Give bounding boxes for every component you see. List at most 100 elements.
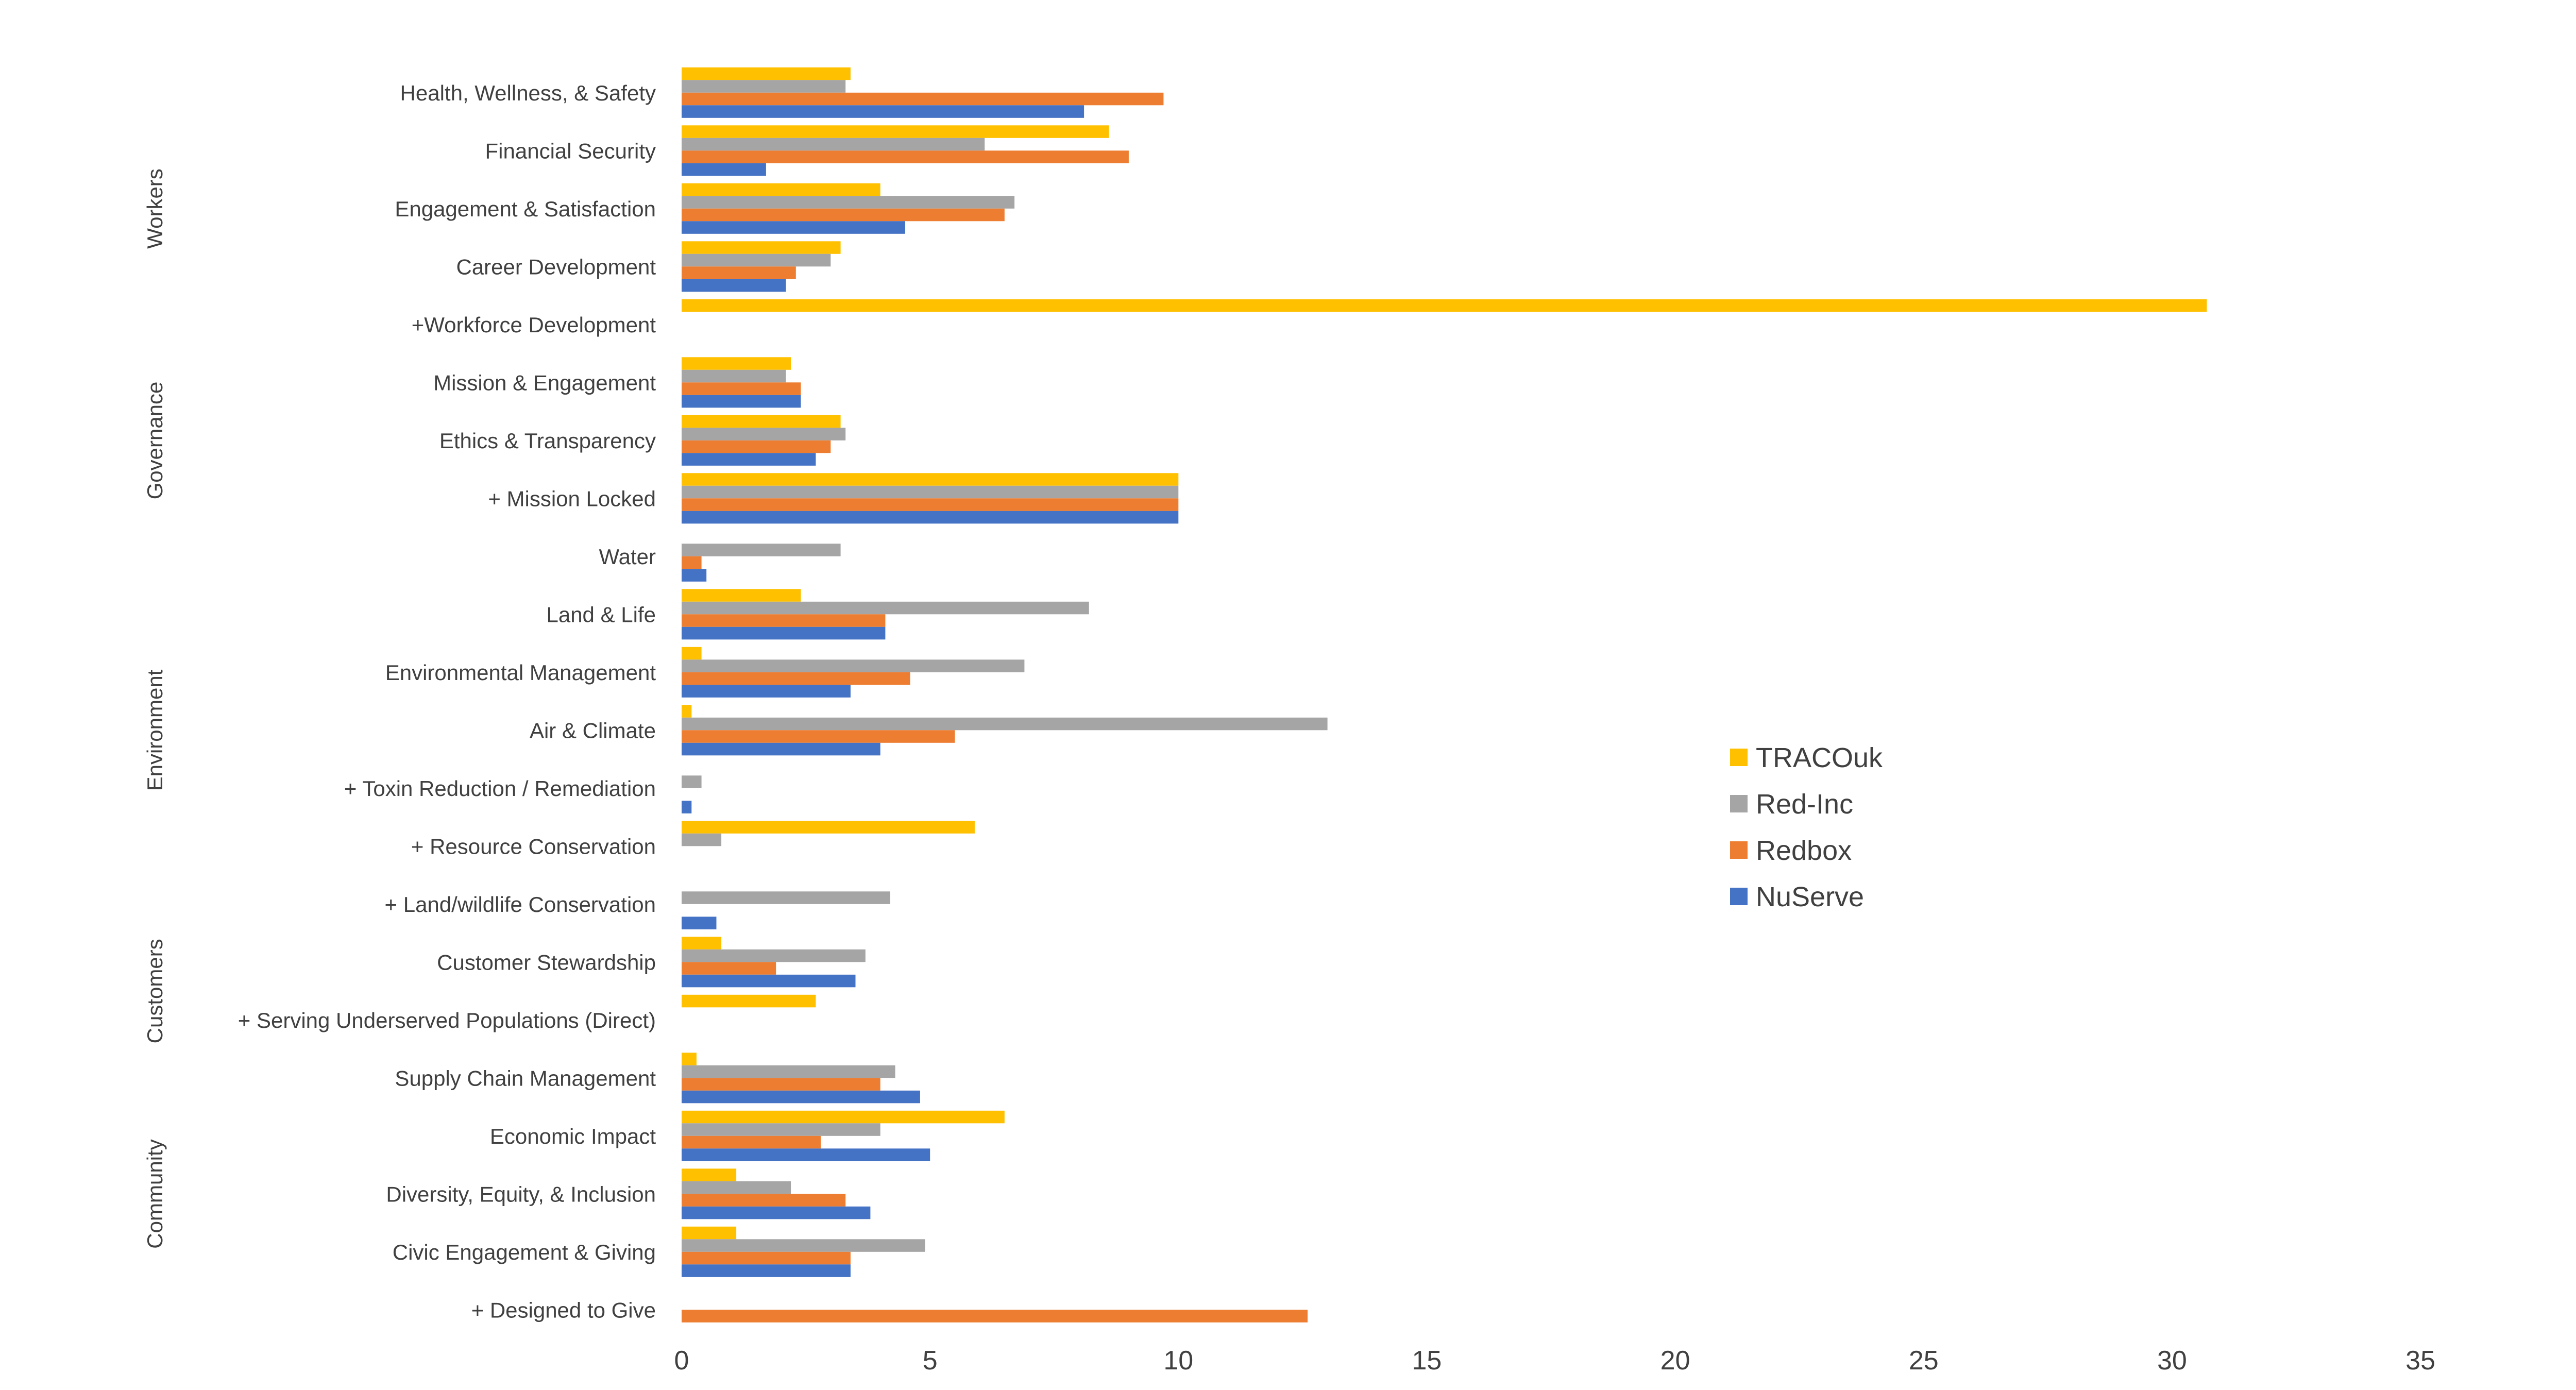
bar-redbox-civic-engagement-giving — [682, 1251, 851, 1265]
category-label: +Workforce Development — [412, 313, 656, 337]
legend-swatch-red-inc — [1730, 795, 1748, 812]
bar-tracouk-economic-impact — [682, 1110, 1005, 1124]
bar-nuserve-economic-impact — [682, 1148, 930, 1161]
bar-tracouk-environmental-management — [682, 647, 702, 660]
bar-nuserve-engagement-satisfaction — [682, 221, 905, 234]
bar-tracouk-supply-chain-management — [682, 1053, 697, 1065]
bar-redbox-supply-chain-management — [682, 1078, 880, 1091]
bar-tracouk-diversity-equity-inclusion — [682, 1168, 737, 1181]
bar-red-inc-mission-locked — [682, 485, 1179, 499]
category-label: Career Development — [456, 255, 656, 279]
x-tick-label: 10 — [1163, 1346, 1193, 1376]
bar-red-inc-financial-security — [682, 138, 985, 151]
bar-redbox-career-development — [682, 266, 796, 279]
group-label-community: Community — [143, 1139, 167, 1248]
bar-redbox-customer-stewardship — [682, 962, 776, 975]
bar-tracouk-resource-conservation — [682, 821, 975, 834]
bar-red-inc-air-climate — [682, 717, 1328, 731]
group-labels: Workers Governance Environment Customers Com… — [143, 168, 167, 1248]
category-label: Mission & Engagement — [433, 371, 656, 395]
x-tick-label: 20 — [1660, 1346, 1690, 1376]
legend-swatch-nuserve — [1730, 888, 1748, 905]
bar-nuserve-toxin-reduction-remediation — [682, 801, 692, 813]
category-label: Customer Stewardship — [437, 951, 656, 975]
category-label: + Serving Underserved Populations (Direc… — [238, 1008, 656, 1032]
x-tick-label: 25 — [1909, 1346, 1939, 1376]
bar-redbox-designed-to-give — [682, 1310, 1308, 1323]
x-tick-label: 15 — [1412, 1346, 1442, 1376]
bar-red-inc-environmental-management — [682, 659, 1025, 672]
x-tick-label: 0 — [674, 1346, 689, 1376]
category-label: Ethics & Transparency — [439, 429, 656, 453]
bar-red-inc-career-development — [682, 253, 831, 267]
bar-red-inc-economic-impact — [682, 1123, 880, 1136]
bar-redbox-health-wellness-safety — [682, 92, 1164, 106]
bar-nuserve-environmental-management — [682, 685, 851, 698]
group-label-environment: Environment — [143, 669, 167, 791]
bar-redbox-economic-impact — [682, 1135, 821, 1149]
bar-redbox-engagement-satisfaction — [682, 208, 1005, 222]
bar-red-inc-water — [682, 544, 841, 556]
legend-label-redbox: Redbox — [1756, 835, 1852, 866]
bar-tracouk-ethics-transparency — [682, 415, 841, 428]
category-labels: Health, Wellness, & Safety Financial Secu… — [238, 81, 656, 1323]
group-label-workers: Workers — [143, 168, 167, 249]
bar-tracouk-land-life — [682, 589, 801, 602]
bar-tracouk-air-climate — [682, 705, 692, 718]
bar-nuserve-supply-chain-management — [682, 1090, 920, 1104]
bar-tracouk-civic-engagement-giving — [682, 1226, 737, 1240]
category-label: + Resource Conservation — [411, 835, 656, 859]
category-label: + Toxin Reduction / Remediation — [344, 776, 656, 801]
bar-red-inc-ethics-transparency — [682, 428, 846, 440]
bar-red-inc-toxin-reduction-remediation — [682, 775, 702, 788]
bar-tracouk-customer-stewardship — [682, 937, 722, 950]
category-label: Economic Impact — [490, 1124, 656, 1148]
bar-tracouk-career-development — [682, 241, 841, 254]
legend-label-tracouk: TRACOuk — [1756, 742, 1883, 773]
bar-tracouk-mission-locked — [682, 473, 1179, 486]
x-tick-label: 5 — [923, 1346, 938, 1376]
category-label: Diversity, Equity, & Inclusion — [386, 1182, 656, 1207]
category-label: Financial Security — [485, 139, 656, 163]
bar-redbox-land-life — [682, 614, 886, 627]
bar-tracouk-health-wellness-safety — [682, 67, 851, 80]
legend-swatch-tracouk — [1730, 749, 1748, 766]
bar-nuserve-financial-security — [682, 163, 766, 176]
category-label: Health, Wellness, & Safety — [400, 81, 656, 105]
bar-nuserve-land-life — [682, 626, 886, 640]
category-label: Land & Life — [546, 603, 656, 627]
category-label: + Land/wildlife Conservation — [385, 892, 656, 917]
bar-red-inc-supply-chain-management — [682, 1065, 895, 1078]
bar-tracouk-financial-security — [682, 125, 1109, 138]
bar-tracouk-workforce-development — [682, 299, 2207, 312]
bar-nuserve-mission-engagement — [682, 395, 801, 408]
bar-redbox-diversity-equity-inclusion — [682, 1194, 846, 1207]
x-tick-label: 30 — [2157, 1346, 2187, 1376]
bar-redbox-air-climate — [682, 730, 955, 743]
bar-redbox-ethics-transparency — [682, 440, 831, 453]
bar-red-inc-health-wellness-safety — [682, 80, 846, 93]
bar-nuserve-mission-locked — [682, 511, 1179, 524]
legend-label-red-inc: Red-Inc — [1756, 789, 1853, 820]
bar-nuserve-health-wellness-safety — [682, 105, 1084, 118]
bar-tracouk-engagement-satisfaction — [682, 183, 880, 196]
legend: TRACOuk Red-Inc Redbox NuServe — [1730, 742, 1883, 912]
category-label: Engagement & Satisfaction — [395, 197, 656, 221]
bar-red-inc-civic-engagement-giving — [682, 1239, 925, 1252]
category-label: Water — [599, 545, 656, 569]
bar-nuserve-diversity-equity-inclusion — [682, 1206, 871, 1219]
bars-layer — [682, 67, 2207, 1323]
bar-nuserve-civic-engagement-giving — [682, 1264, 851, 1277]
bar-redbox-mission-locked — [682, 498, 1179, 511]
bar-red-inc-engagement-satisfaction — [682, 196, 1015, 209]
bar-red-inc-mission-engagement — [682, 369, 786, 383]
group-label-governance: Governance — [143, 382, 167, 500]
bar-red-inc-resource-conservation — [682, 833, 722, 846]
bar-nuserve-air-climate — [682, 742, 880, 756]
bar-nuserve-career-development — [682, 279, 786, 292]
category-label: + Mission Locked — [488, 487, 656, 511]
x-tick-label: 35 — [2405, 1346, 2435, 1376]
group-label-customers: Customers — [143, 939, 167, 1043]
bar-tracouk-serving-underserved-populations-direct — [682, 994, 816, 1008]
